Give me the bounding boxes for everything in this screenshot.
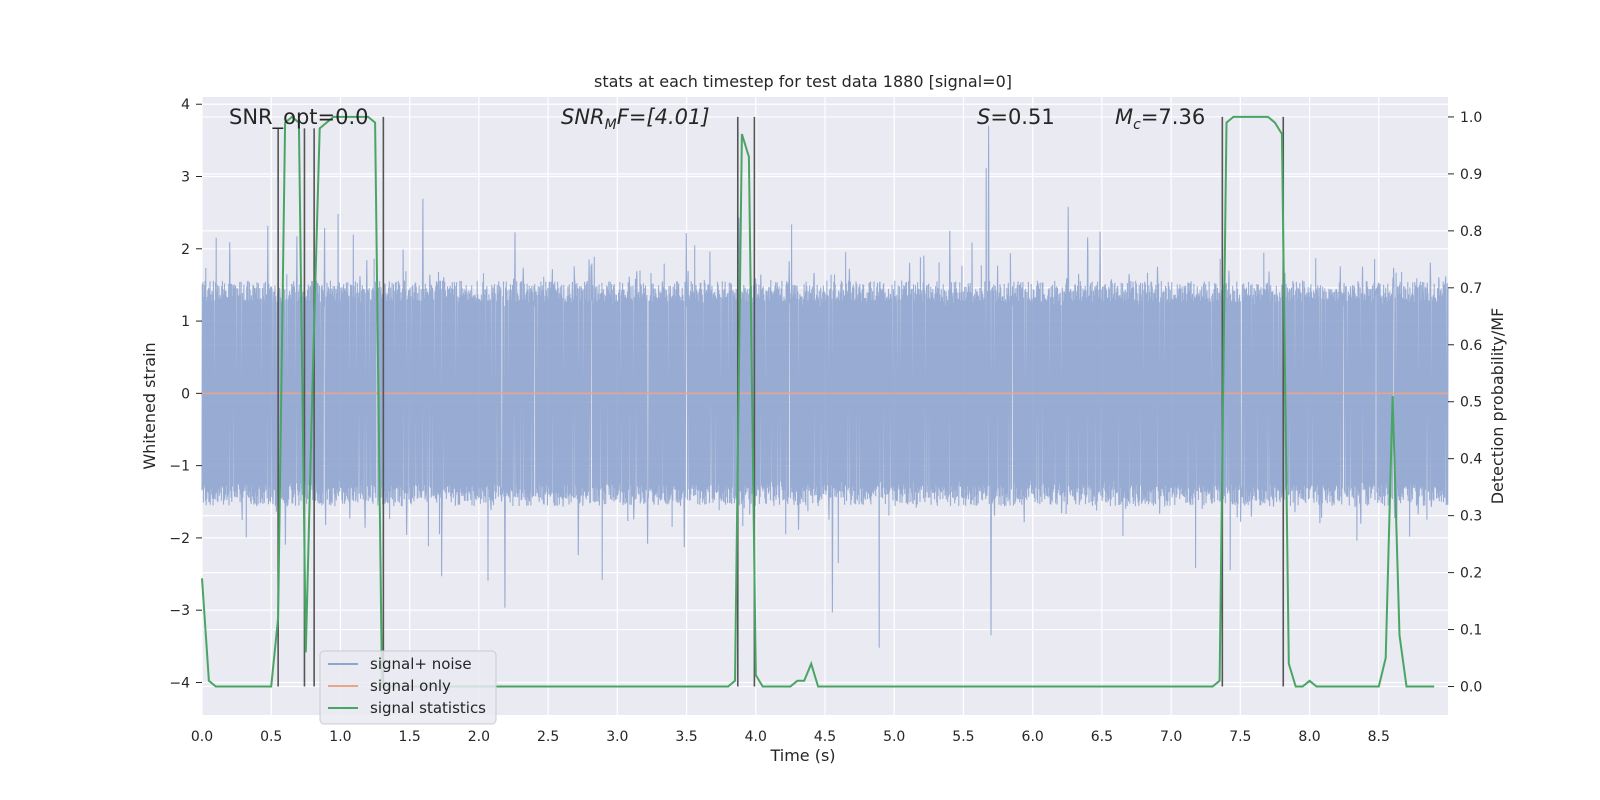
x-tick-label: 0.0 xyxy=(191,729,213,745)
x-tick-label: 5.5 xyxy=(952,729,974,745)
y2-tick-label: 0.5 xyxy=(1460,395,1482,411)
y2-tick-label: 0.3 xyxy=(1460,509,1482,525)
y-tick-label: −2 xyxy=(169,531,190,547)
y2-tick-label: 0.6 xyxy=(1460,338,1482,354)
y-tick-label: 4 xyxy=(181,97,190,113)
signal-noise-trace xyxy=(201,125,1449,648)
y-tick-label: −3 xyxy=(169,603,190,619)
x-tick-label: 1.0 xyxy=(329,729,351,745)
x-tick-label: 2.0 xyxy=(468,729,490,745)
y-tick-label: −4 xyxy=(169,675,190,691)
legend-label-signal-statistics: signal statistics xyxy=(370,699,486,717)
annotation-snr-opt: SNR_opt=0.0 xyxy=(229,105,369,130)
y2-tick-label: 1.0 xyxy=(1460,110,1482,126)
annotation-snr-mf-rest: F=[4.01] xyxy=(617,105,710,129)
x-tick-label: 7.0 xyxy=(1160,729,1182,745)
y2-tick-label: 0.4 xyxy=(1460,452,1482,468)
y-tick-label: 0 xyxy=(181,386,190,402)
annotation-s-main: S xyxy=(977,105,990,129)
x-tick-label: 6.0 xyxy=(1022,729,1044,745)
y2-tick-label: 0.0 xyxy=(1460,680,1482,696)
y-tick-label: 3 xyxy=(181,170,190,186)
x-tick-label: 4.0 xyxy=(745,729,767,745)
y2-tick-label: 0.7 xyxy=(1460,281,1482,297)
x-axis-label: Time (s) xyxy=(769,746,835,765)
y2-axis-label: Detection probability/MF xyxy=(1488,308,1507,505)
x-tick-label: 6.5 xyxy=(1091,729,1113,745)
annotation-snr-mf-main: SNR xyxy=(561,105,605,129)
legend-label-signal-noise: signal+ noise xyxy=(370,655,472,673)
legend: signal+ noise signal only signal statist… xyxy=(319,650,497,725)
annotation-snr-mf-sub: M xyxy=(605,117,617,133)
y2-tick-label: 0.1 xyxy=(1460,623,1482,639)
axis-ticks: 0.0 0.5 1.0 1.5 2.0 2.5 3.0 3.5 4.0 4.5 5.0 5.5 6.0 6… xyxy=(169,97,1482,745)
y-tick-label: 1 xyxy=(181,314,190,330)
y2-tick-label: 0.8 xyxy=(1460,224,1482,240)
x-tick-label: 0.5 xyxy=(260,729,282,745)
annotation-s: S=0.51 xyxy=(977,105,1055,129)
x-tick-label: 3.0 xyxy=(606,729,628,745)
annotation-mc: Mc=7.36 xyxy=(1115,105,1205,133)
annotation-snr-mf: SNRMF=[4.01] xyxy=(561,105,710,133)
x-tick-label: 8.0 xyxy=(1298,729,1320,745)
legend-box xyxy=(319,650,497,725)
y2-tick-label: 0.9 xyxy=(1460,167,1482,183)
annotation-s-rest: =0.51 xyxy=(990,105,1054,129)
y-axis-label: Whitened strain xyxy=(140,342,159,469)
x-tick-label: 1.5 xyxy=(399,729,421,745)
y-tick-label: −1 xyxy=(169,459,190,475)
legend-label-signal-only: signal only xyxy=(370,677,451,695)
y2-tick-label: 0.2 xyxy=(1460,566,1482,582)
x-tick-label: 8.5 xyxy=(1368,729,1390,745)
annotation-mc-rest: =7.36 xyxy=(1141,105,1205,129)
x-tick-label: 7.5 xyxy=(1229,729,1251,745)
x-tick-label: 2.5 xyxy=(537,729,559,745)
series-signal-noise xyxy=(201,125,1449,648)
chart-title: stats at each timestep for test data 188… xyxy=(594,72,1012,91)
annotation-mc-sub: c xyxy=(1133,117,1141,133)
x-tick-label: 4.5 xyxy=(814,729,836,745)
y-tick-label: 2 xyxy=(181,242,190,258)
series-signal-statistics-line xyxy=(201,115,1435,688)
annotation-mc-main: M xyxy=(1115,105,1133,129)
x-tick-label: 3.5 xyxy=(675,729,697,745)
x-tick-label: 5.0 xyxy=(883,729,905,745)
